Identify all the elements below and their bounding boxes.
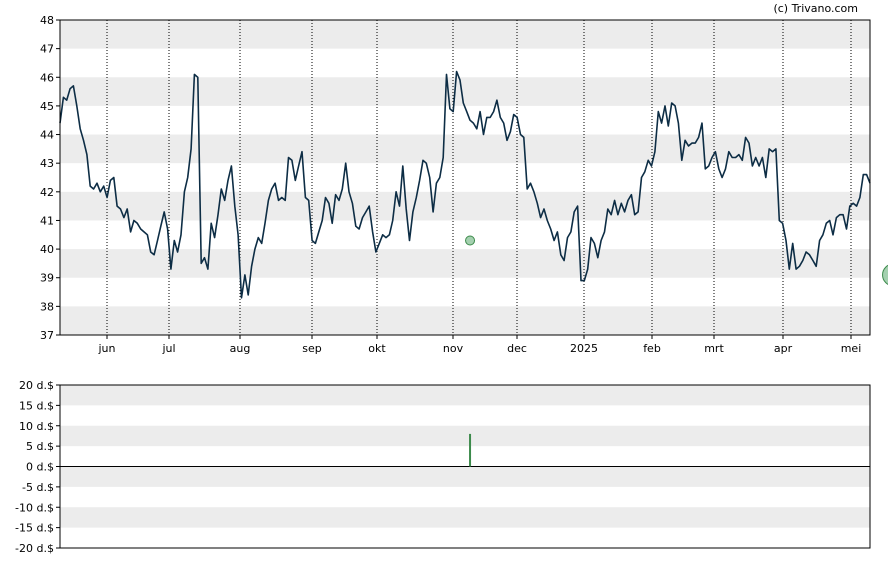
- dividend-y-tick-label: -5 d.$: [22, 481, 54, 494]
- price-x-tick-label: feb: [643, 342, 661, 355]
- dividend-band: [60, 425, 870, 447]
- price-y-tick-label: 39: [40, 272, 54, 285]
- price-band: [60, 77, 870, 106]
- price-month-gridlines: [106, 20, 852, 335]
- dividend-y-tick-label: 10 d.$: [19, 420, 54, 433]
- price-x-tick-label: 2025: [570, 342, 598, 355]
- price-series-group: [59, 70, 871, 299]
- price-y-tick-label: 46: [40, 71, 54, 84]
- price-x-tick-label: apr: [774, 342, 793, 355]
- dividend-grid-bands: [60, 385, 870, 528]
- price-x-tick-label: sep: [302, 342, 321, 355]
- price-y-tick-label: 41: [40, 214, 54, 227]
- dividend-marker: [465, 235, 476, 246]
- price-band: [60, 306, 870, 335]
- dividend-band: [60, 385, 870, 406]
- dividend-y-tick-label: -20 d.$: [15, 542, 54, 555]
- dividend-y-axis-ticks: 20 d.$ 15 d.$ 10 d.$ 5 d.$ 0 d.$ -5 d.$ -10 d.…: [15, 379, 60, 555]
- copyright-text: (c) Trivano.com: [773, 2, 858, 15]
- price-band: [60, 134, 870, 164]
- price-grid-bands: [60, 20, 870, 335]
- dividend-markers: [465, 235, 888, 285]
- price-x-tick-label: mrt: [704, 342, 724, 355]
- price-x-tick-label: dec: [507, 342, 527, 355]
- price-y-tick-label: 45: [40, 100, 54, 113]
- price-x-tick-label: jul: [161, 342, 175, 355]
- dividend-y-tick-label: 5 d.$: [26, 440, 54, 453]
- price-x-tick-label: aug: [230, 342, 251, 355]
- price-y-tick-label: 42: [40, 186, 54, 199]
- price-y-axis-ticks: 37 38 39 40 41 42 43 44 45 46 47 48: [40, 14, 60, 342]
- price-y-tick-label: 47: [40, 43, 54, 56]
- price-y-tick-label: 37: [40, 329, 54, 342]
- price-y-tick-label: 48: [40, 14, 54, 27]
- dividend-y-tick-label: 20 d.$: [19, 379, 54, 392]
- dividend-y-tick-label: 15 d.$: [19, 399, 54, 412]
- price-y-tick-label: 43: [40, 157, 54, 170]
- price-line: [59, 70, 871, 299]
- price-x-tick-label: mei: [841, 342, 862, 355]
- dividend-band: [60, 507, 870, 528]
- dividend-y-tick-label: -10 d.$: [15, 501, 54, 514]
- price-y-tick-label: 38: [40, 300, 54, 313]
- price-band: [60, 191, 870, 221]
- price-x-tick-label: nov: [443, 342, 464, 355]
- price-plot-frame: [59, 19, 871, 336]
- dividend-y-tick-label: 0 d.$: [26, 461, 54, 474]
- price-x-axis-ticks: jun jul aug sep okt nov dec 2025 feb mrt apr mei: [98, 335, 862, 355]
- price-band: [60, 20, 870, 49]
- price-y-tick-label: 40: [40, 243, 54, 256]
- dividend-bars: [469, 433, 472, 467]
- price-y-tick-label: 44: [40, 129, 54, 142]
- price-band: [60, 249, 870, 278]
- price-x-tick-label: jun: [98, 342, 116, 355]
- dividend-band: [60, 466, 870, 487]
- price-x-tick-label: okt: [368, 342, 386, 355]
- dividend-plot-frame: [59, 384, 871, 549]
- dividend-y-tick-label: -15 d.$: [15, 522, 54, 535]
- dividend-marker: [882, 264, 888, 285]
